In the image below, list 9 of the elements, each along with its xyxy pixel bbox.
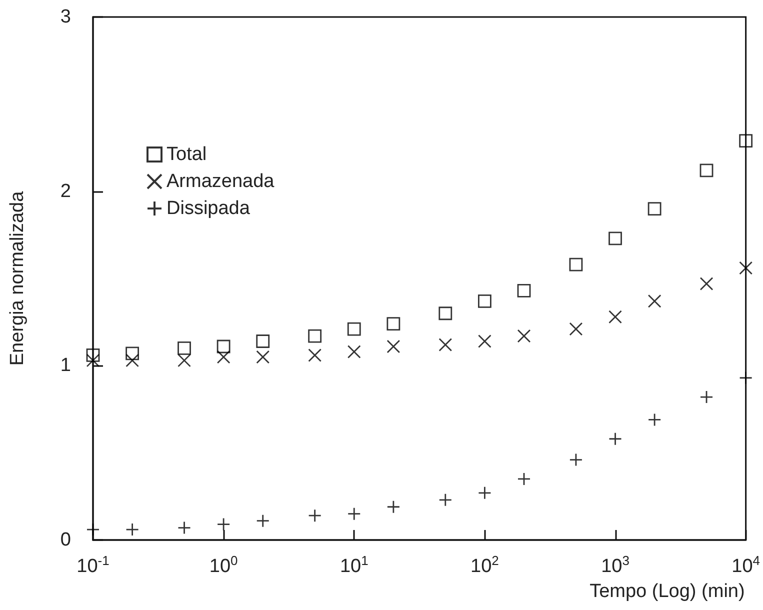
y-tick-label: 0 — [60, 530, 71, 550]
x-axis-title: Tempo (Log) (min) — [590, 581, 745, 602]
legend-label: Total — [166, 144, 207, 165]
y-tick-label: 2 — [60, 180, 71, 202]
y-tick-label: 3 — [60, 6, 71, 28]
y-tick-label: 1 — [60, 355, 71, 376]
y-axis-title: Energia normalizada — [7, 190, 28, 366]
legend-label: Dissipada — [166, 198, 250, 219]
legend-label: Armazenada — [166, 171, 275, 192]
